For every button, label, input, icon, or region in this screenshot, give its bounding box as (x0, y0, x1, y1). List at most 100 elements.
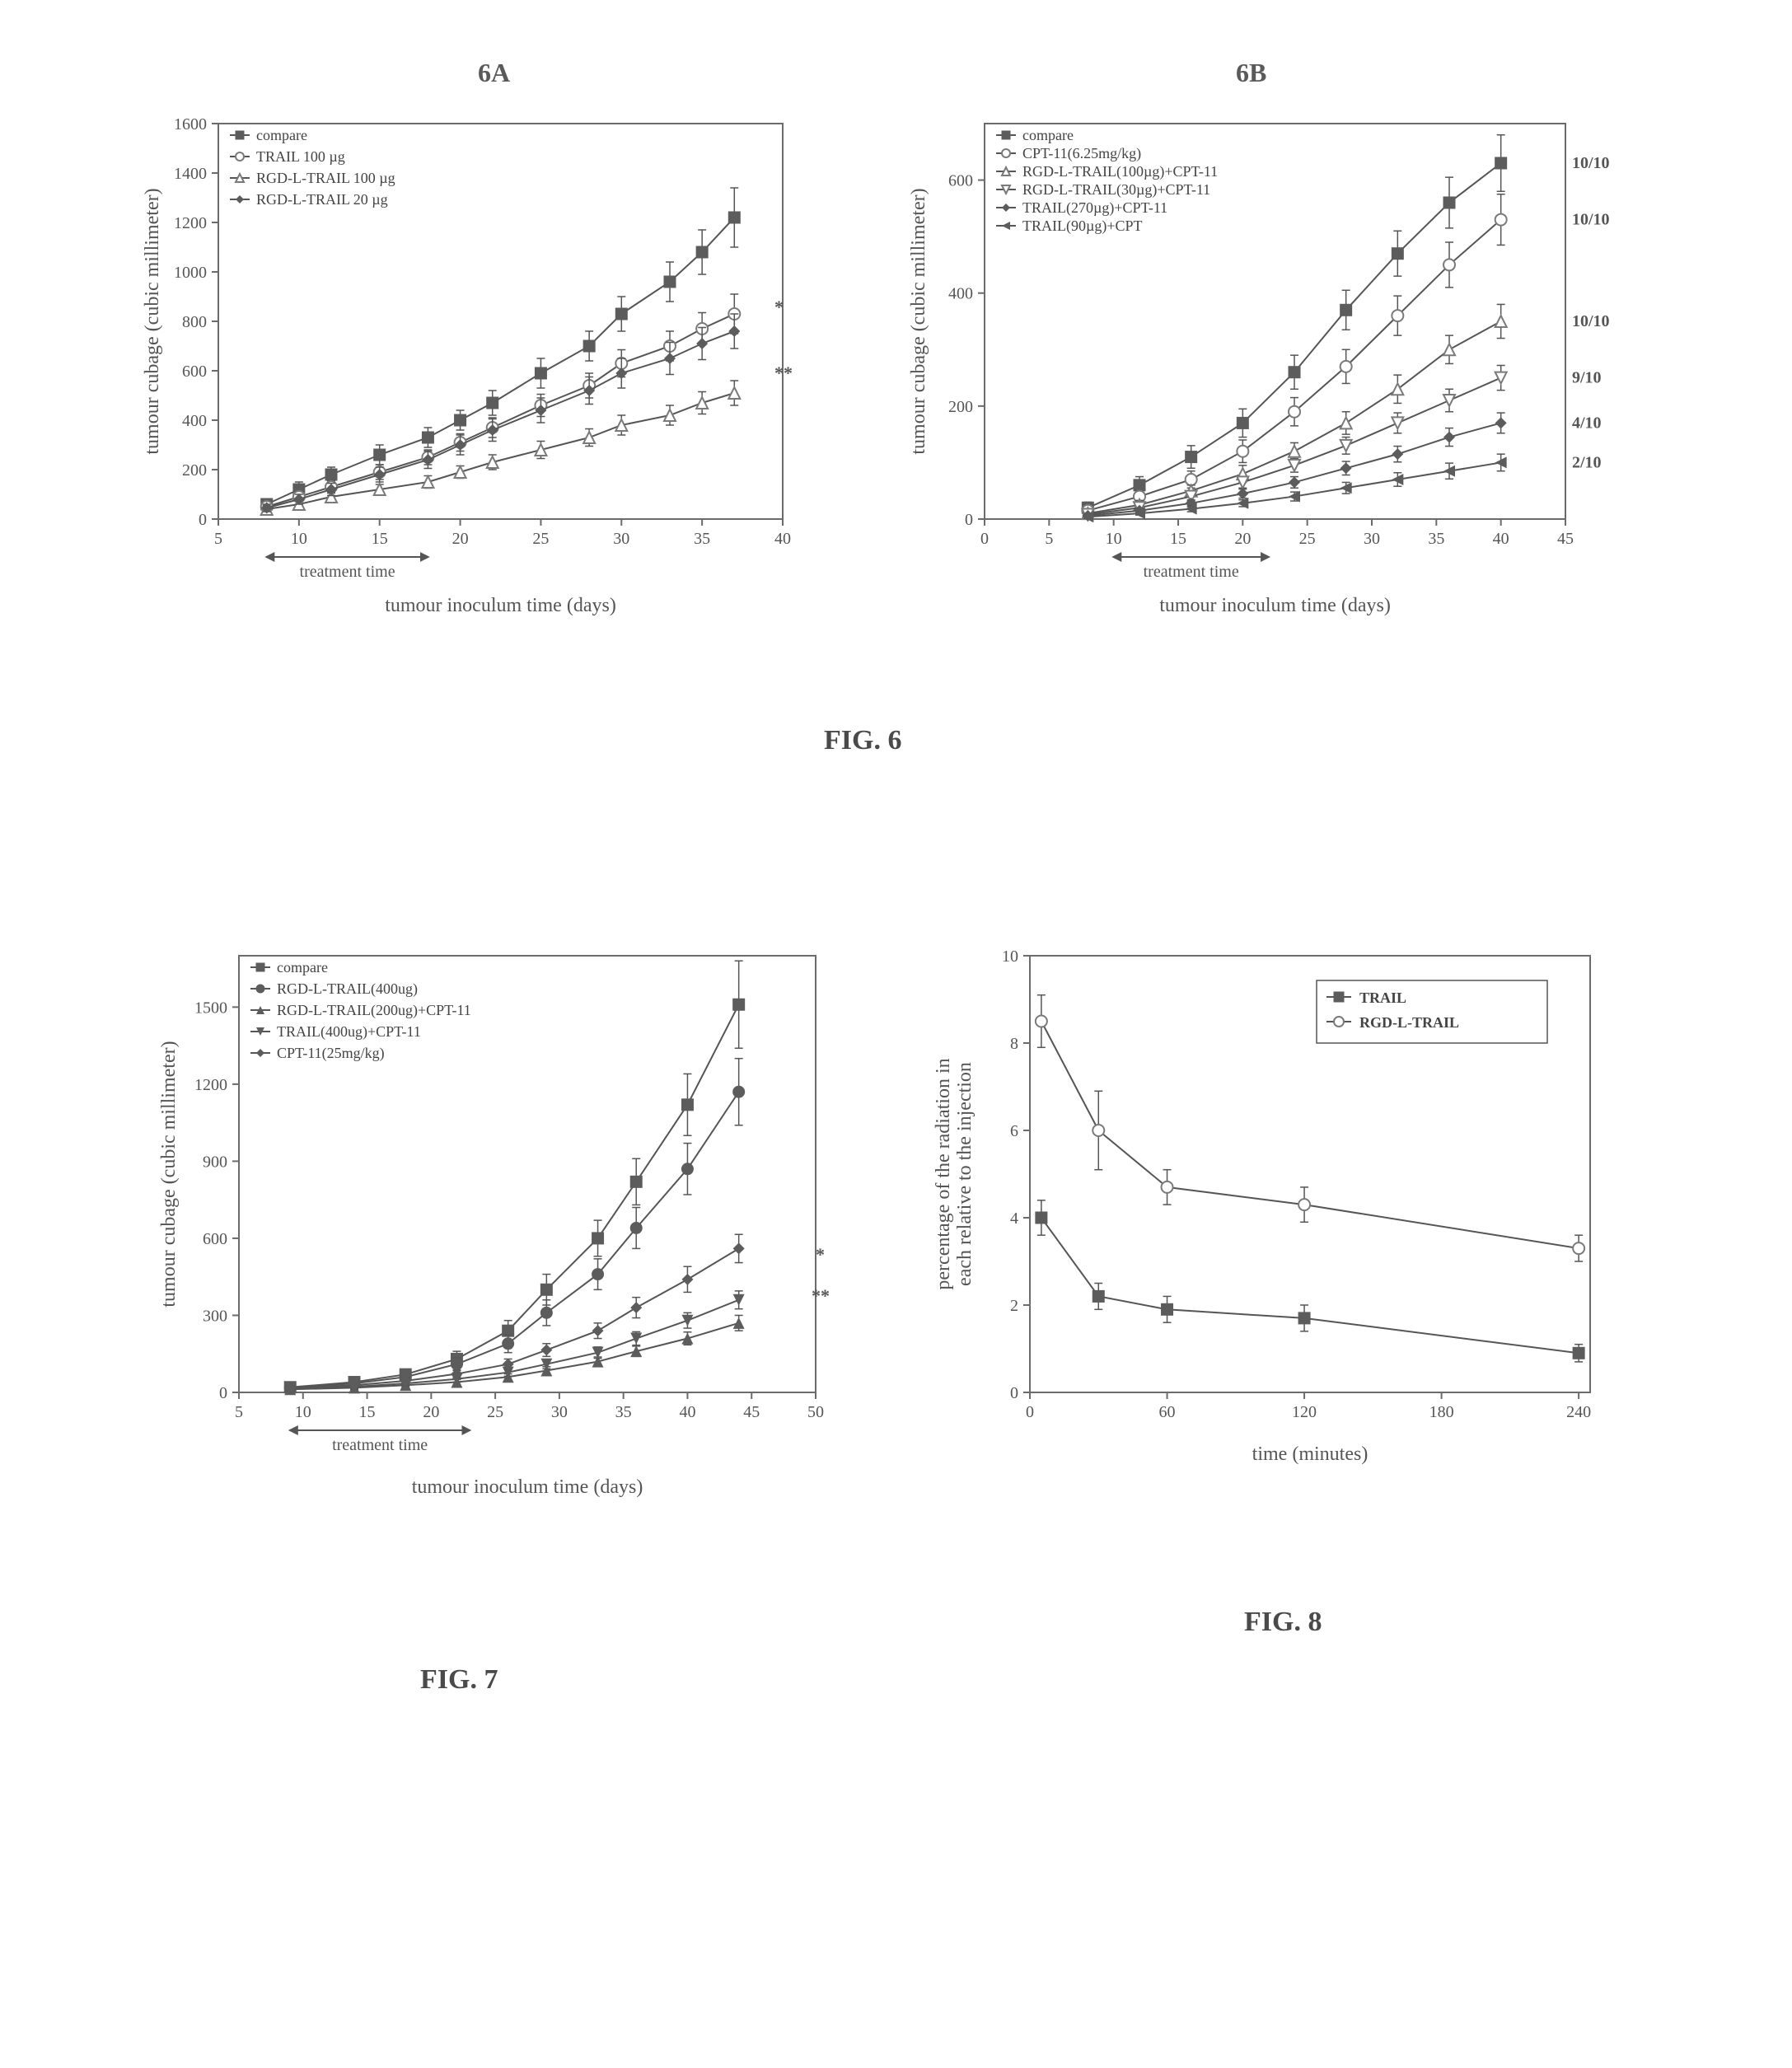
svg-text:20: 20 (423, 1403, 439, 1421)
panel-label-6a: 6A (478, 58, 510, 88)
svg-text:30: 30 (613, 530, 629, 548)
svg-text:45: 45 (743, 1403, 760, 1421)
svg-text:TRAIL(400ug)+CPT-11: TRAIL(400ug)+CPT-11 (277, 1023, 421, 1041)
svg-text:each relative to the injection: each relative to the injection (954, 1062, 976, 1286)
figure-page: 6A 6B 5101520253035400200400600800100012… (33, 33, 1759, 2035)
svg-text:10/10: 10/10 (1572, 154, 1610, 172)
svg-text:RGD-L-TRAIL(30µg)+CPT-11: RGD-L-TRAIL(30µg)+CPT-11 (1022, 181, 1210, 199)
svg-text:tumour cubage (cubic millimete: tumour cubage (cubic millimeter) (908, 188, 929, 454)
svg-text:900: 900 (203, 1153, 227, 1171)
svg-text:treatment time: treatment time (1144, 563, 1239, 581)
svg-text:tumour inoculum time (days): tumour inoculum time (days) (412, 1476, 643, 1498)
svg-text:20: 20 (1234, 530, 1251, 548)
svg-text:35: 35 (1428, 530, 1444, 548)
svg-text:4: 4 (1010, 1209, 1018, 1228)
svg-text:8: 8 (1010, 1035, 1018, 1053)
svg-text:50: 50 (807, 1403, 824, 1421)
svg-text:0: 0 (1026, 1403, 1034, 1421)
svg-text:25: 25 (532, 530, 549, 548)
svg-text:compare: compare (277, 959, 328, 976)
svg-text:0: 0 (219, 1384, 227, 1402)
svg-text:800: 800 (182, 313, 207, 331)
svg-text:TRAIL: TRAIL (1359, 990, 1406, 1006)
svg-text:10: 10 (1002, 947, 1018, 966)
svg-text:45: 45 (1557, 530, 1574, 548)
svg-text:25: 25 (487, 1403, 503, 1421)
svg-text:600: 600 (182, 363, 207, 381)
svg-text:RGD-L-TRAIL 20 µg: RGD-L-TRAIL 20 µg (256, 191, 388, 208)
svg-text:5: 5 (214, 530, 222, 548)
svg-text:30: 30 (551, 1403, 568, 1421)
svg-text:10: 10 (1106, 530, 1122, 548)
figure-8-caption: FIG. 8 (1244, 1607, 1322, 1638)
svg-text:1500: 1500 (194, 999, 227, 1017)
svg-text:10/10: 10/10 (1572, 312, 1610, 330)
svg-text:0: 0 (965, 511, 973, 529)
svg-text:30: 30 (1364, 530, 1380, 548)
svg-text:*: * (774, 297, 784, 317)
svg-text:40: 40 (774, 530, 791, 548)
svg-text:compare: compare (1022, 127, 1074, 143)
svg-text:tumour inoculum time (days): tumour inoculum time (days) (385, 595, 616, 616)
svg-text:**: ** (812, 1285, 830, 1306)
svg-text:0: 0 (199, 511, 207, 529)
svg-text:15: 15 (359, 1403, 376, 1421)
svg-text:treatment time: treatment time (300, 563, 395, 581)
svg-text:35: 35 (615, 1403, 632, 1421)
svg-text:TRAIL(90µg)+CPT: TRAIL(90µg)+CPT (1022, 218, 1143, 235)
svg-text:2/10: 2/10 (1572, 453, 1602, 471)
svg-text:CPT-11(25mg/kg): CPT-11(25mg/kg) (277, 1045, 385, 1062)
svg-text:5: 5 (1045, 530, 1053, 548)
svg-text:5: 5 (235, 1403, 243, 1421)
svg-text:1200: 1200 (194, 1076, 227, 1094)
svg-text:400: 400 (182, 412, 207, 430)
svg-text:RGD-L-TRAIL(200ug)+CPT-11: RGD-L-TRAIL(200ug)+CPT-11 (277, 1002, 471, 1019)
svg-text:10/10: 10/10 (1572, 211, 1610, 229)
svg-text:200: 200 (948, 398, 973, 416)
svg-text:tumour cubage (cubic millimete: tumour cubage (cubic millimeter) (158, 1041, 180, 1307)
svg-text:6: 6 (1010, 1122, 1018, 1140)
figure-8-chart: 0 60 120 180 240 0 2 4 6 8 10 TRAIL RGD-L-TRAIL time … (931, 939, 1615, 1467)
svg-text:1400: 1400 (174, 165, 207, 183)
svg-text:CPT-11(6.25mg/kg): CPT-11(6.25mg/kg) (1022, 145, 1141, 162)
svg-text:1200: 1200 (174, 214, 207, 232)
svg-text:2: 2 (1010, 1297, 1018, 1315)
svg-text:time (minutes): time (minutes) (1252, 1443, 1369, 1465)
svg-text:RGD-L-TRAIL 100 µg: RGD-L-TRAIL 100 µg (256, 170, 395, 186)
svg-text:RGD-L-TRAIL(100µg)+CPT-11: RGD-L-TRAIL(100µg)+CPT-11 (1022, 163, 1218, 180)
svg-text:20: 20 (452, 530, 469, 548)
svg-text:treatment time: treatment time (332, 1436, 428, 1454)
svg-text:600: 600 (948, 172, 973, 190)
svg-text:200: 200 (182, 461, 207, 480)
svg-text:180: 180 (1429, 1403, 1454, 1421)
svg-text:compare: compare (256, 127, 307, 143)
svg-text:300: 300 (203, 1307, 227, 1325)
svg-text:10: 10 (295, 1403, 311, 1421)
svg-text:tumour cubage (cubic millimete: tumour cubage (cubic millimeter) (142, 188, 163, 454)
svg-text:tumour inoculum time (days): tumour inoculum time (days) (1159, 595, 1391, 616)
svg-text:240: 240 (1566, 1403, 1591, 1421)
svg-text:1600: 1600 (174, 115, 207, 133)
panel-label-6b: 6B (1236, 58, 1266, 88)
svg-text:15: 15 (372, 530, 388, 548)
svg-text:600: 600 (203, 1230, 227, 1248)
figure-6b-chart: 0510152025303540450200400600compareCPT-1… (906, 107, 1631, 618)
figure-6a-chart: 5101520253035400200400600800100012001400… (140, 107, 816, 618)
figure-6-caption: FIG. 6 (824, 725, 901, 756)
svg-text:**: ** (774, 363, 793, 383)
svg-text:40: 40 (679, 1403, 695, 1421)
svg-text:60: 60 (1159, 1403, 1176, 1421)
svg-text:RGD-L-TRAIL: RGD-L-TRAIL (1359, 1014, 1459, 1031)
svg-text:25: 25 (1299, 530, 1316, 548)
svg-text:120: 120 (1292, 1403, 1317, 1421)
svg-text:15: 15 (1170, 530, 1186, 548)
svg-text:40: 40 (1493, 530, 1509, 548)
svg-text:400: 400 (948, 285, 973, 303)
figure-7-caption: FIG. 7 (420, 1664, 498, 1696)
svg-text:0: 0 (1010, 1384, 1018, 1402)
svg-text:1000: 1000 (174, 264, 207, 282)
svg-text:35: 35 (694, 530, 710, 548)
figure-7-chart: 5 10 15 20 25 30 35 40 45 50 0 300 600 900 1200 1500 com… (157, 939, 857, 1500)
svg-text:4/10: 4/10 (1572, 414, 1602, 432)
svg-text:TRAIL 100 µg: TRAIL 100 µg (256, 148, 345, 165)
